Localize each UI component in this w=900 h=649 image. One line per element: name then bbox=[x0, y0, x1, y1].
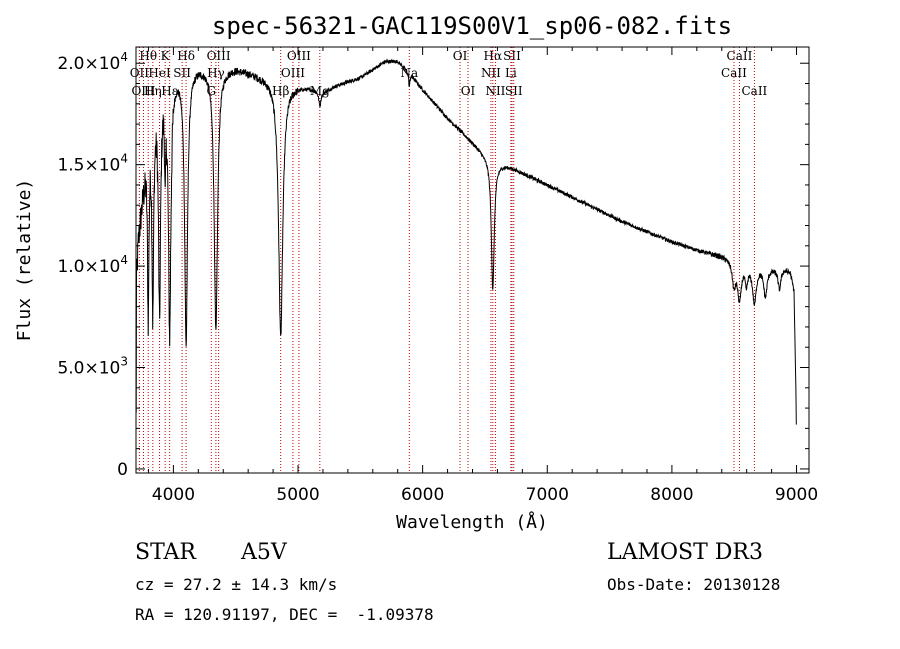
spectral-line-label: SII bbox=[503, 49, 521, 63]
y-tick-label: 2.0×104 bbox=[57, 50, 128, 74]
spectral-line-label: SII bbox=[173, 66, 191, 80]
object-class: STAR bbox=[135, 540, 196, 565]
survey-name: LAMOST DR3 bbox=[607, 540, 763, 565]
x-axis-ticks: 4000 5000 6000 7000 8000 9000 bbox=[147, 47, 818, 505]
y-tick-label: 1.5×104 bbox=[57, 152, 128, 176]
chart-title: spec-56321-GAC119S00V1_sp06-082.fits bbox=[212, 12, 732, 40]
y-tick-label: 0 bbox=[117, 460, 128, 480]
plot-frame bbox=[135, 46, 810, 474]
observation-date: Obs-Date: 20130128 bbox=[607, 575, 781, 594]
spectral-line-label: Hθ bbox=[139, 49, 157, 63]
spectral-line-label: NII bbox=[485, 84, 505, 98]
spectral-line-label: OIII bbox=[207, 49, 231, 63]
y-tick-label: 1.0×104 bbox=[57, 253, 128, 277]
spectral-line-label: Li bbox=[505, 66, 517, 80]
spectral-line-label: OII bbox=[130, 66, 150, 80]
x-tick-label: 6000 bbox=[401, 485, 444, 505]
spectral-line-label: Hη bbox=[144, 84, 162, 98]
spectral-line-label: NII bbox=[481, 66, 501, 80]
spectral-line-label: CaII bbox=[741, 84, 767, 98]
x-tick-label: 7000 bbox=[526, 485, 569, 505]
spectral-line-label: Hδ bbox=[177, 49, 195, 63]
spectral-line-label: Hβ bbox=[272, 84, 289, 98]
spectral-line-label: OIII bbox=[131, 84, 155, 98]
spectral-line-label: Hε bbox=[161, 84, 178, 98]
spectral-line-label: G bbox=[206, 84, 216, 98]
spectral-line-label: OIII bbox=[281, 66, 305, 80]
spectral-line-label: Mg bbox=[310, 84, 330, 98]
spectral-line-label: CaII bbox=[727, 49, 753, 63]
spectral-line-label: Hα bbox=[484, 49, 503, 63]
spectral-line-label: SII bbox=[505, 84, 523, 98]
redshift-velocity: cz = 27.2 ± 14.3 km/s bbox=[135, 575, 338, 594]
spectral-line-label: HeI bbox=[148, 66, 171, 80]
y-axis-label: Flux (relative) bbox=[14, 179, 35, 342]
y-tick-label: 5.0×103 bbox=[57, 355, 128, 379]
x-tick-label: 8000 bbox=[650, 485, 693, 505]
y-axis-ticks: 0 5.0×103 1.0×104 1.5×104 2.0×104 bbox=[57, 50, 809, 480]
spectral-line-label: OIII bbox=[287, 49, 311, 63]
x-tick-label: 5000 bbox=[276, 485, 319, 505]
spectral-line-label: Hγ bbox=[207, 66, 225, 80]
x-tick-label: 4000 bbox=[152, 485, 195, 505]
spectral-line-label: CaII bbox=[721, 66, 747, 80]
spectrum-line bbox=[135, 58, 797, 425]
sky-coordinates: RA = 120.91197, DEC = -1.09378 bbox=[135, 605, 434, 624]
x-axis-label: Wavelength (Å) bbox=[396, 511, 548, 533]
spectral-line-label: K bbox=[161, 49, 171, 63]
spectral-line-label: OI bbox=[453, 49, 468, 63]
spectral-line-label: OI bbox=[461, 84, 476, 98]
x-tick-label: 9000 bbox=[775, 485, 818, 505]
object-subclass: A5V bbox=[241, 540, 287, 565]
